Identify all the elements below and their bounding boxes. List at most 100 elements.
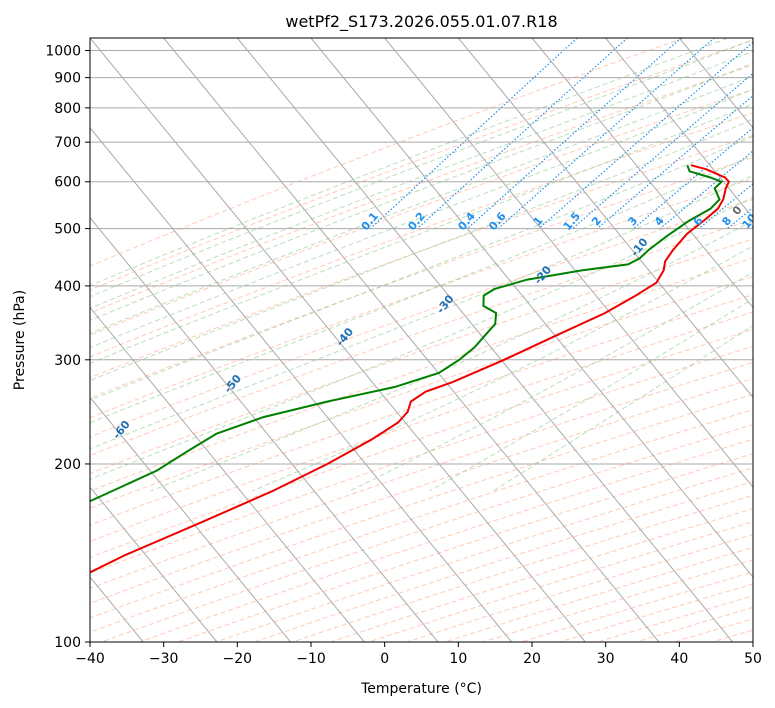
- mixing-ratio-line: [698, 183, 753, 230]
- dry-adiabat: [559, 583, 753, 642]
- y-axis-ticks: 100 200 300 400 500 600 700 800 900 1000: [45, 44, 90, 651]
- dry-adiabat: [292, 494, 753, 642]
- y-tick-label: 300: [54, 353, 81, 369]
- x-tick-label: 0: [380, 651, 389, 667]
- isotherm-line: [531, 38, 753, 309]
- x-tick-label: 30: [597, 651, 615, 667]
- mixing-ratio-line: [749, 225, 753, 230]
- dry-adiabat: [750, 640, 753, 642]
- dry-adiabat: [90, 293, 753, 526]
- x-axis-label: Temperature (°C): [360, 681, 482, 697]
- isotherm-line: [605, 38, 753, 219]
- mixing-ratio-label: 13: [767, 211, 775, 231]
- isotherm-line: [310, 38, 753, 578]
- isotherm-line: [236, 38, 733, 642]
- dry-adiabat: [90, 393, 753, 619]
- mixing-ratio-label: 0.6: [486, 209, 509, 233]
- y-tick-label: 600: [54, 175, 81, 191]
- moist-adiabat: [429, 298, 753, 492]
- dry-adiabat: [90, 275, 753, 509]
- isotherm-line: [163, 38, 660, 642]
- moist-adiabat: [492, 324, 753, 492]
- mixing-ratio-line: [596, 94, 753, 230]
- dry-adiabat: [330, 508, 753, 642]
- moist-adiabat: [90, 174, 753, 450]
- y-tick-label: 900: [54, 71, 81, 87]
- moist-adiabat: [252, 245, 753, 492]
- y-tick-label: 700: [54, 135, 81, 151]
- mixing-ratio-label: 1.5: [561, 210, 583, 233]
- x-tick-label: −30: [149, 651, 179, 667]
- x-tick-label: −10: [296, 651, 326, 667]
- dry-adiabat: [90, 361, 753, 589]
- dewpoint-profile-line: [90, 164, 724, 503]
- y-tick-label: 200: [54, 457, 81, 473]
- mixing-ratio-label: 0.2: [405, 210, 427, 233]
- isotherm-line: [457, 38, 753, 399]
- x-tick-label: 40: [670, 651, 688, 667]
- dry-adiabat: [90, 134, 753, 379]
- dry-adiabat: [90, 238, 753, 474]
- dry-adiabat: [90, 345, 753, 574]
- isotherm-line: [90, 38, 586, 642]
- dry-adiabat: [90, 156, 753, 399]
- y-tick-label: 800: [54, 101, 81, 117]
- line-labels: -100-90-80-70-60-50-40-30-20-100.10.20.4…: [0, 203, 775, 491]
- dry-adiabat: [215, 467, 753, 642]
- y-tick-label: 400: [54, 279, 81, 295]
- mixing-ratio-line: [538, 41, 753, 230]
- y-tick-label: 1000: [45, 44, 81, 60]
- y-tick-label: 100: [54, 635, 81, 651]
- x-tick-label: −40: [75, 651, 105, 667]
- dry-adiabat: [90, 311, 753, 542]
- x-tick-label: 20: [523, 651, 541, 667]
- moist-adiabat: [90, 39, 753, 298]
- mixing-ratio-label: 2: [589, 214, 604, 228]
- x-tick-label: 10: [449, 651, 467, 667]
- mixing-ratio-line: [497, 38, 716, 230]
- mixing-ratio-line: [633, 126, 753, 230]
- moist-adiabats: [90, 38, 753, 492]
- mixing-ratio-label: 0.4: [455, 209, 478, 233]
- moist-adiabat: [90, 88, 753, 349]
- dry-adiabat: [90, 257, 753, 492]
- dry-adiabat: [177, 453, 753, 642]
- dry-adiabat: [711, 629, 753, 642]
- dry-adiabat: [521, 571, 753, 642]
- dry-adiabat: [90, 88, 753, 336]
- mixing-ratio-line: [370, 38, 578, 230]
- mixing-ratio-line: [466, 38, 683, 230]
- mixing-ratio-label: 1: [531, 214, 546, 228]
- grid-lines: [0, 38, 753, 642]
- dry-adiabat: [406, 534, 753, 642]
- isotherm-line: [90, 396, 291, 642]
- isotherm-label: -60: [110, 418, 133, 442]
- isotherm-line: [678, 38, 753, 129]
- dry-adiabat: [597, 595, 753, 642]
- isotherm-line: [90, 306, 365, 642]
- dry-adiabat: [90, 198, 753, 438]
- isotherm-line: [384, 38, 753, 488]
- isotherm-label: -50: [221, 372, 244, 396]
- dry-adiabat: [90, 377, 753, 604]
- isotherm-line: [0, 38, 70, 642]
- moist-adiabat: [90, 75, 753, 334]
- mixing-ratio-line: [416, 38, 629, 230]
- temperature-profile-line: [90, 164, 731, 574]
- mixing-ratio-lines: [370, 38, 753, 230]
- isotherm-label: -70: [0, 467, 19, 491]
- dry-adiabat: [90, 178, 753, 419]
- mixing-ratio-label: 0.1: [359, 210, 381, 233]
- chart-title: wetPf2_S173.2026.055.01.07.R18: [285, 12, 557, 32]
- isotherm-label: -30: [434, 292, 457, 316]
- mixing-ratio-label: 4: [652, 214, 667, 228]
- moist-adiabat: [90, 118, 753, 382]
- isotherm-line: [90, 486, 218, 642]
- x-tick-label: 50: [744, 651, 762, 667]
- isotherm-line: [752, 38, 753, 39]
- isotherm-line: [90, 127, 512, 642]
- plot-area: -100-90-80-70-60-50-40-30-20-100.10.20.4…: [0, 38, 775, 642]
- dry-adiabat: [444, 546, 753, 642]
- dry-adiabat: [90, 328, 753, 558]
